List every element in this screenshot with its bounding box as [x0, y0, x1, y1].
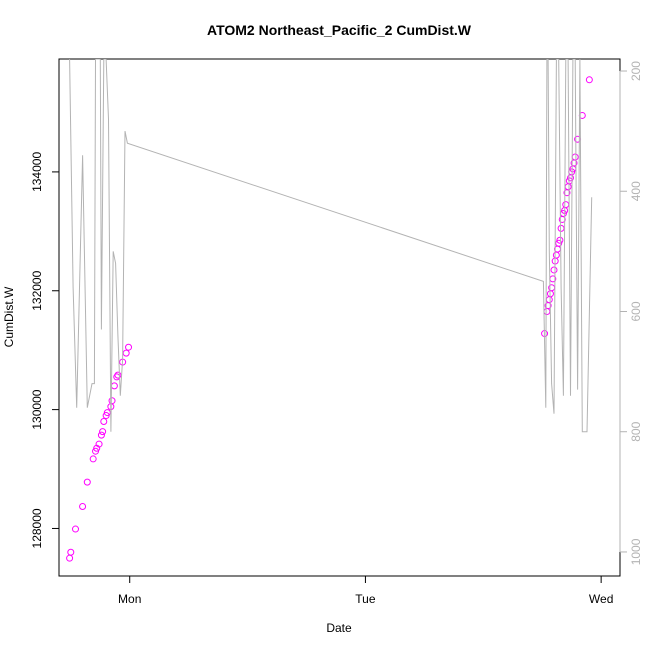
chart-title: ATOM2 Northeast_Pacific_2 CumDist.W	[207, 22, 472, 38]
data-point	[557, 224, 565, 232]
y-tick-label: 132000	[30, 270, 44, 310]
data-point	[125, 343, 133, 351]
x-tick-label: Mon	[118, 592, 141, 606]
data-point	[79, 502, 87, 510]
data-point	[114, 371, 122, 379]
data-point	[95, 440, 103, 448]
data-point	[564, 183, 572, 191]
y-axis: 128000 130000 132000 134000	[30, 152, 60, 548]
right-axis: 200 400 600 800 1000	[619, 61, 643, 565]
data-point	[89, 455, 97, 463]
x-axis-label: Date	[326, 621, 352, 635]
data-point	[100, 417, 108, 425]
plot-frame	[58, 58, 621, 577]
data-point	[556, 236, 564, 244]
data-point	[550, 266, 558, 274]
data-point	[66, 554, 74, 562]
data-point	[83, 478, 91, 486]
data-point	[108, 397, 116, 405]
data-point	[122, 349, 130, 357]
x-tick-label: Wed	[589, 592, 613, 606]
y-tick-label: 128000	[30, 508, 44, 548]
data-point	[552, 251, 560, 259]
right-tick-label: 200	[629, 61, 643, 81]
right-tick-label: 400	[629, 181, 643, 201]
data-point	[99, 428, 107, 436]
data-point	[571, 153, 579, 161]
data-point	[545, 296, 553, 304]
data-point	[67, 548, 75, 556]
data-point	[585, 76, 593, 84]
data-point	[72, 525, 79, 533]
data-point	[110, 382, 118, 390]
right-tick-label: 1000	[629, 538, 643, 565]
y-tick-label: 130000	[30, 389, 44, 429]
x-tick-label: Tue	[355, 592, 376, 606]
data-point	[97, 431, 105, 439]
y-tick-label: 134000	[30, 152, 44, 192]
series-layer	[66, 59, 593, 562]
data-point	[562, 201, 570, 209]
right-tick-label: 600	[629, 301, 643, 321]
data-point	[543, 308, 551, 316]
x-axis: Mon Tue Wed	[118, 575, 613, 606]
y-axis-label: CumDist.W	[2, 286, 16, 347]
series-line	[69, 59, 593, 433]
right-tick-label: 800	[629, 421, 643, 441]
